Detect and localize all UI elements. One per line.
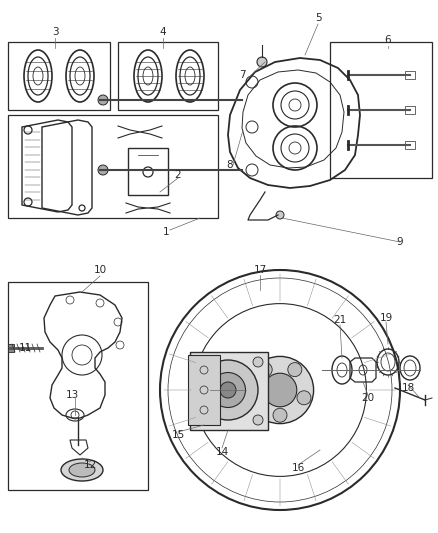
Circle shape bbox=[288, 362, 302, 377]
Text: 2: 2 bbox=[175, 170, 181, 180]
Circle shape bbox=[253, 415, 263, 425]
Polygon shape bbox=[8, 344, 14, 352]
Ellipse shape bbox=[61, 459, 103, 481]
Text: 20: 20 bbox=[361, 393, 374, 403]
Text: 6: 6 bbox=[385, 35, 391, 45]
Circle shape bbox=[297, 391, 311, 405]
Ellipse shape bbox=[220, 382, 236, 398]
Circle shape bbox=[258, 362, 272, 377]
Circle shape bbox=[253, 357, 263, 367]
Text: 13: 13 bbox=[65, 390, 79, 400]
Text: 7: 7 bbox=[239, 70, 245, 80]
Text: 9: 9 bbox=[397, 237, 403, 247]
Circle shape bbox=[195, 357, 205, 367]
Polygon shape bbox=[190, 352, 268, 430]
Circle shape bbox=[247, 357, 314, 424]
Text: 21: 21 bbox=[333, 315, 346, 325]
Text: 16: 16 bbox=[291, 463, 304, 473]
Polygon shape bbox=[188, 355, 220, 425]
Circle shape bbox=[98, 95, 108, 105]
Circle shape bbox=[98, 165, 108, 175]
Circle shape bbox=[249, 391, 263, 405]
Text: 15: 15 bbox=[171, 430, 185, 440]
Ellipse shape bbox=[198, 360, 258, 420]
Ellipse shape bbox=[69, 463, 95, 477]
Text: 12: 12 bbox=[83, 460, 97, 470]
Ellipse shape bbox=[211, 373, 246, 408]
Circle shape bbox=[273, 408, 287, 422]
Text: 3: 3 bbox=[52, 27, 58, 37]
Circle shape bbox=[276, 211, 284, 219]
Text: 1: 1 bbox=[162, 227, 170, 237]
Text: 10: 10 bbox=[93, 265, 106, 275]
Text: 5: 5 bbox=[314, 13, 321, 23]
Text: 8: 8 bbox=[227, 160, 233, 170]
Text: 14: 14 bbox=[215, 447, 229, 457]
Text: 17: 17 bbox=[253, 265, 267, 275]
Text: 18: 18 bbox=[401, 383, 415, 393]
Text: 4: 4 bbox=[160, 27, 166, 37]
Circle shape bbox=[257, 57, 267, 67]
Text: 11: 11 bbox=[18, 343, 32, 353]
Circle shape bbox=[195, 415, 205, 425]
Text: 19: 19 bbox=[379, 313, 392, 323]
Circle shape bbox=[263, 373, 297, 407]
